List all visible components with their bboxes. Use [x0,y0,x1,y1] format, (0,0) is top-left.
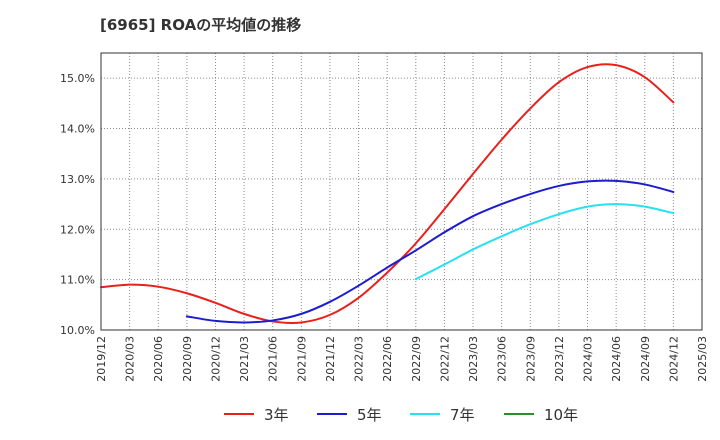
x-tick-label: 2025/03 [696,336,709,382]
series-line-0 [100,63,675,324]
x-tick-label: 2023/03 [467,336,480,382]
y-tick-label: 15.0% [60,72,95,85]
x-tick-label: 2024/12 [667,336,680,382]
x-tick-label: 2024/03 [582,336,595,382]
legend-layer: 3年 5年 7年 10年 [224,406,578,424]
x-tick-label: 2023/06 [496,336,509,382]
x-tick-label: 2019/12 [95,336,108,382]
frame-layer [100,52,703,331]
series-line-1 [185,179,675,324]
series-layer [100,63,675,324]
x-tick-label: 2021/06 [267,336,280,382]
plot-frame [100,52,703,331]
chart-title: [6965] ROAの平均値の推移 [100,16,302,34]
grid-layer [101,53,702,330]
y-tick-label: 14.0% [60,123,95,136]
x-tick-label: 2020/06 [152,336,165,382]
legend-label-2: 7年 [450,406,475,424]
y-tick-label: 13.0% [60,173,95,186]
x-tick-label: 2023/09 [524,336,537,382]
legend-label-1: 5年 [357,406,382,424]
x-tick-label: 2024/09 [639,336,652,382]
y-tick-label: 12.0% [60,223,95,236]
x-tick-label: 2024/06 [610,336,623,382]
x-tick-label: 2020/12 [209,336,222,382]
x-tick-label: 2023/12 [553,336,566,382]
x-tick-label: 2022/03 [353,336,366,382]
legend-label-3: 10年 [544,406,578,424]
series-line-2 [414,203,675,281]
x-tick-label: 2022/09 [410,336,423,382]
axis-layer: 10.0% 11.0% 12.0% 13.0% 14.0% 15.0% 2019/12 202… [60,72,709,382]
x-tick-label: 2020/09 [181,336,194,382]
x-tick-label: 2021/12 [324,336,337,382]
y-tick-label: 10.0% [60,324,95,337]
y-tick-label: 11.0% [60,274,95,287]
x-tick-label: 2021/09 [295,336,308,382]
legend-label-0: 3年 [264,406,289,424]
x-tick-label: 2022/06 [381,336,394,382]
x-tick-label: 2021/03 [238,336,251,382]
x-tick-label: 2022/12 [438,336,451,382]
x-tick-label: 2020/03 [124,336,137,382]
